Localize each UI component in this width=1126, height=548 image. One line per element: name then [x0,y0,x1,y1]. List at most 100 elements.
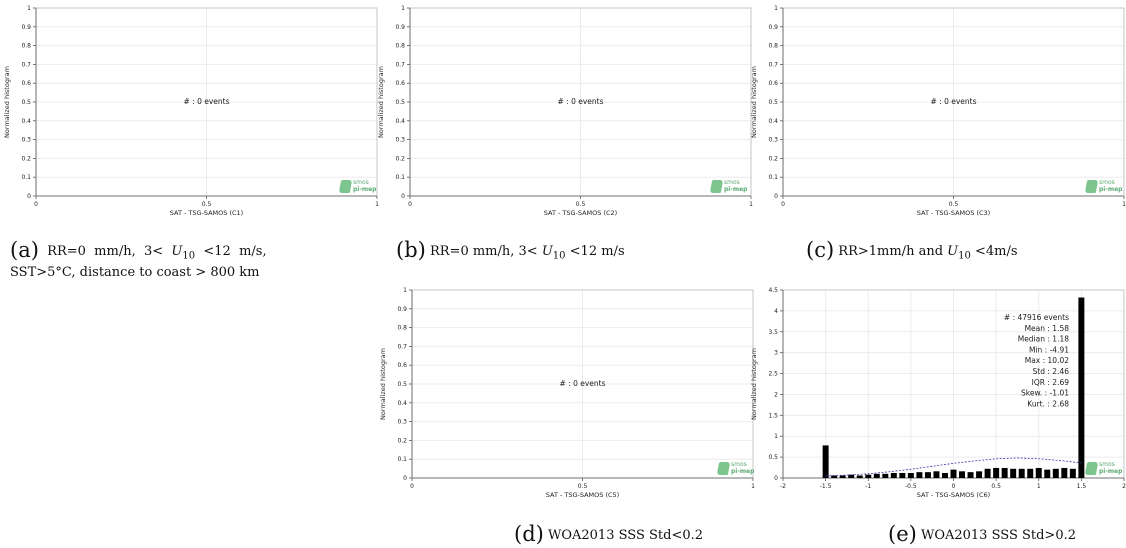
y-tick-label: 4 [774,308,778,315]
histogram-panel-a: 0 0.1 0.2 0.3 0.4 0.5 0.6 0.7 0.8 0.9 1 0 0.5 1 SAT - … [3,5,379,217]
histogram-bar [890,472,897,478]
histogram-bar [1018,468,1025,478]
histogram-bar [950,469,957,478]
y-tick-label: 0.7 [397,343,407,350]
x-tick-label: 2 [1122,483,1126,490]
histogram-bar [933,471,940,478]
histogram-bar [882,473,889,478]
histogram-panel-d: 0 0.1 0.2 0.3 0.4 0.5 0.6 0.7 0.8 0.9 1 0 0.5 1 SAT - … [379,287,755,499]
y-tick-label: 0.6 [397,362,407,369]
histogram-bar [1078,297,1085,478]
x-axis-label: SAT - TSG-SAMOS (C2) [544,209,617,217]
y-tick-label: 1.5 [768,412,778,419]
y-tick-label: 0 [403,475,407,482]
x-tick-label: 1 [1037,483,1041,490]
y-tick-label: 0.4 [768,118,778,125]
histogram-bar [856,475,863,478]
y-tick-label: 2.5 [768,371,778,378]
y-tick-label: 0.2 [395,155,405,162]
histogram-bar [831,475,838,478]
gaussian-fit-curve [825,457,1082,477]
x-axis-label: SAT - TSG-SAMOS (C3) [917,209,990,217]
y-axis-label: Normalized histogram [377,66,385,138]
caption-c: (c) RR>1mm/h and U10 <4m/s [806,238,1018,262]
caption-a: (a) RR=0 mm/h, 3< U10 <12 m/s, SST>5°C, d… [10,238,267,281]
y-tick-label: 0.9 [397,306,407,313]
y-tick-label: 0.8 [395,43,405,50]
y-tick-label: 3 [774,350,778,357]
y-tick-label: 0.5 [21,99,31,106]
histogram-bar [899,472,906,478]
histogram-bar [1052,468,1059,478]
y-tick-label: 0 [774,475,778,482]
y-tick-label: 0.9 [21,24,31,31]
x-axis-label: SAT - TSG-SAMOS (C5) [546,491,619,499]
y-tick-label: 0.1 [395,174,405,181]
histogram-bar [959,471,966,478]
histogram-bar [976,471,983,478]
stats-line: Min : -4.91 [1029,345,1069,354]
histogram-bar [1069,468,1076,478]
histogram-bar [839,475,846,478]
histogram-bar [984,468,991,478]
histogram-bar [941,472,948,478]
y-tick-label: 0.5 [397,381,407,388]
y-tick-label: 0.5 [768,99,778,106]
y-tick-label: 0.5 [768,454,778,461]
caption-d: (d) WOA2013 SSS Std<0.2 [514,522,704,546]
x-tick-label: 0.5 [202,201,212,208]
y-tick-label: 0.8 [397,325,407,332]
stats-line: Median : 1.18 [1018,335,1070,344]
y-tick-label: 4.5 [768,287,778,294]
smos-pimep-logo: smos pi-mep [709,179,749,195]
y-tick-label: 0.1 [397,456,407,463]
stats-line: Std : 2.46 [1033,367,1070,376]
smos-pimep-logo: smos pi-mep [338,179,378,195]
histogram-panel-e: 0 0.5 1 1.5 2 2.5 3 3.5 4 4.5 -2 -1.5 -1 -0.5 0 0.5 1 1.5… [750,287,1126,499]
x-tick-label: 0.5 [578,483,588,490]
histogram-bar [1001,467,1008,478]
x-tick-label: 0 [410,483,414,490]
y-tick-label: 0 [774,193,778,200]
x-tick-label: 1 [751,483,755,490]
events-annotation: # : 0 events [930,97,976,106]
histogram-bar [848,474,855,478]
histogram-panel-c: 0 0.1 0.2 0.3 0.4 0.5 0.6 0.7 0.8 0.9 1 0 0.5 1 SAT - … [750,5,1126,217]
x-tick-label: -2 [780,483,786,490]
x-tick-label: 1.5 [1077,483,1087,490]
y-tick-label: 0.7 [395,61,405,68]
histogram-bar [967,472,974,478]
x-tick-label: -0.5 [905,483,917,490]
y-tick-label: 0.4 [395,118,405,125]
histogram-bar [1010,468,1017,478]
stats-line: Skew. : -1.01 [1021,389,1069,398]
histogram-bar [1044,469,1051,478]
y-tick-label: 0.1 [21,174,31,181]
y-axis-label: Normalized histogram [750,348,758,420]
y-tick-label: 0.8 [21,43,31,50]
histogram-bar [873,473,880,478]
x-tick-label: 0 [34,201,38,208]
y-tick-label: 0.9 [395,24,405,31]
y-tick-label: 0.1 [768,174,778,181]
y-tick-label: 3.5 [768,329,778,336]
histogram-bar [907,472,914,478]
histogram-bar [993,467,1000,478]
y-tick-label: 0.6 [395,80,405,87]
x-tick-label: 0 [781,201,785,208]
y-axis-label: Normalized histogram [379,348,387,420]
x-tick-label: 0 [408,201,412,208]
y-tick-label: 0.6 [768,80,778,87]
histogram-panel-b: 0 0.1 0.2 0.3 0.4 0.5 0.6 0.7 0.8 0.9 1 0 0.5 1 SAT - … [377,5,753,217]
stats-line: Mean : 1.58 [1025,324,1070,333]
events-annotation: # : 0 events [183,97,229,106]
events-annotation: # : 0 events [559,379,605,388]
y-axis-label: Normalized histogram [3,66,11,138]
histogram-bar [1035,467,1042,478]
y-tick-label: 0 [27,193,31,200]
x-tick-label: 0.5 [991,483,1001,490]
y-tick-label: 0.5 [395,99,405,106]
caption-b: (b) RR=0 mm/h, 3< U10 <12 m/s [396,238,625,262]
x-tick-label: 1 [1122,201,1126,208]
y-tick-label: 0.4 [397,400,407,407]
